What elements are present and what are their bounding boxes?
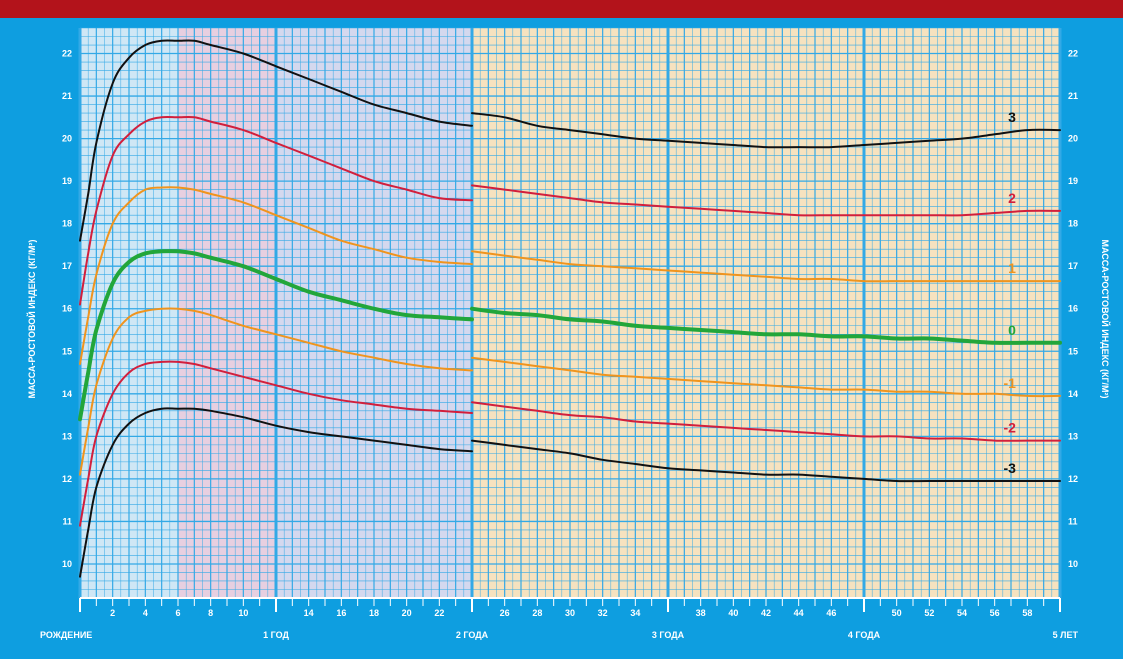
x-month-label: 44 xyxy=(794,608,804,618)
y-tick-label-right: 19 xyxy=(1068,176,1078,186)
series-label-1: 1 xyxy=(1008,260,1016,276)
y-tick-label-left: 14 xyxy=(62,389,72,399)
series-label-2: 2 xyxy=(1008,190,1016,206)
x-month-label: 42 xyxy=(761,608,771,618)
series-line--2 xyxy=(471,401,1061,442)
series-lines xyxy=(78,39,1062,578)
grid-lines xyxy=(78,27,1062,612)
series-line--1 xyxy=(471,356,1061,398)
series-line-1 xyxy=(471,250,1061,283)
series-labels: 3 2 1 0 -1 -2 -3 xyxy=(1003,109,1016,476)
series-line--3 xyxy=(471,439,1061,483)
series-line--3 xyxy=(79,407,473,578)
y-tick-label-right: 11 xyxy=(1068,516,1078,526)
series-line-3 xyxy=(471,112,1061,149)
y-tick-label-right: 18 xyxy=(1068,219,1078,229)
x-month-label: 56 xyxy=(990,608,1000,618)
x-year-label: 4 ГОДА xyxy=(848,630,881,640)
x-month-label: 52 xyxy=(924,608,934,618)
series-line-2 xyxy=(79,115,473,306)
x-month-label: 4 xyxy=(143,608,148,618)
x-month-label: 16 xyxy=(336,608,346,618)
x-month-label: 46 xyxy=(826,608,836,618)
y-tick-label-left: 20 xyxy=(62,134,72,144)
y-tick-label-left: 22 xyxy=(62,49,72,59)
x-month-label: 26 xyxy=(500,608,510,618)
x-month-label: 20 xyxy=(402,608,412,618)
x-tick-labels: 2 4 6 8 10 14 16 18 20 22 26 28 30 32 34 38 40 42 44 46 50 52… xyxy=(40,608,1078,640)
y-tick-label-left: 13 xyxy=(62,431,72,441)
x-month-label: 50 xyxy=(892,608,902,618)
y-axis-label-left: МАССА-РОСТОВОЙ ИНДЕКС (КГ/М²) xyxy=(26,239,37,398)
y-tick-label-right: 15 xyxy=(1068,346,1078,356)
y-tick-label-right: 22 xyxy=(1068,49,1078,59)
y-tick-label-right: 10 xyxy=(1068,559,1078,569)
series-label-3: 3 xyxy=(1008,109,1016,125)
x-month-label: 6 xyxy=(175,608,180,618)
series-line--2 xyxy=(79,360,473,527)
x-month-label: 32 xyxy=(598,608,608,618)
series-line--1 xyxy=(79,307,473,476)
y-tick-label-right: 17 xyxy=(1068,261,1078,271)
y-tick-label-left: 17 xyxy=(62,261,72,271)
x-month-label: 18 xyxy=(369,608,379,618)
y-tick-label-right: 21 xyxy=(1068,91,1078,101)
y-tick-label-right: 14 xyxy=(1068,389,1078,399)
y-tick-label-right: 16 xyxy=(1068,304,1078,314)
x-year-label: 2 ГОДА xyxy=(456,630,489,640)
series-line-2 xyxy=(471,184,1061,217)
top-decorative-band xyxy=(0,0,1123,18)
series-label--2: -2 xyxy=(1003,420,1016,436)
y-tick-label-right: 12 xyxy=(1068,474,1078,484)
y-tick-label-left: 15 xyxy=(62,346,72,356)
x-month-label: 58 xyxy=(1022,608,1032,618)
y-tick-label-left: 21 xyxy=(62,91,72,101)
series-label--3: -3 xyxy=(1003,460,1016,476)
y-tick-label-right: 13 xyxy=(1068,431,1078,441)
y-tick-label-right: 20 xyxy=(1068,134,1078,144)
series-label--1: -1 xyxy=(1003,375,1016,391)
x-month-label: 2 xyxy=(110,608,115,618)
x-month-label: 40 xyxy=(728,608,738,618)
series-label-0: 0 xyxy=(1008,322,1016,338)
y-tick-label-left: 11 xyxy=(62,516,72,526)
x-month-label: 54 xyxy=(957,608,967,618)
series-line-0 xyxy=(78,249,474,422)
y-axis-label-right: МАССА-РОСТОВОЙ ИНДЕКС (КГ/М²) xyxy=(1100,239,1111,398)
x-month-label: 10 xyxy=(238,608,248,618)
x-month-label: 38 xyxy=(696,608,706,618)
x-month-label: 34 xyxy=(630,608,640,618)
x-month-label: 28 xyxy=(532,608,542,618)
series-line-1 xyxy=(79,186,473,365)
x-year-label: 3 ГОДА xyxy=(652,630,685,640)
x-year-label: РОЖДЕНИЕ xyxy=(40,630,92,640)
series-line-3 xyxy=(79,39,473,242)
x-month-label: 8 xyxy=(208,608,213,618)
y-tick-label-left: 12 xyxy=(62,474,72,484)
y-tick-label-left: 18 xyxy=(62,219,72,229)
x-month-label: 30 xyxy=(565,608,575,618)
x-month-label: 14 xyxy=(304,608,314,618)
y-tick-label-left: 19 xyxy=(62,176,72,186)
x-year-label: 5 ЛЕТ xyxy=(1053,630,1079,640)
y-tick-label-left: 16 xyxy=(62,304,72,314)
x-month-label: 22 xyxy=(434,608,444,618)
y-tick-label-left: 10 xyxy=(62,559,72,569)
series-line-0 xyxy=(470,306,1062,345)
x-year-label: 1 ГОД xyxy=(263,630,289,640)
